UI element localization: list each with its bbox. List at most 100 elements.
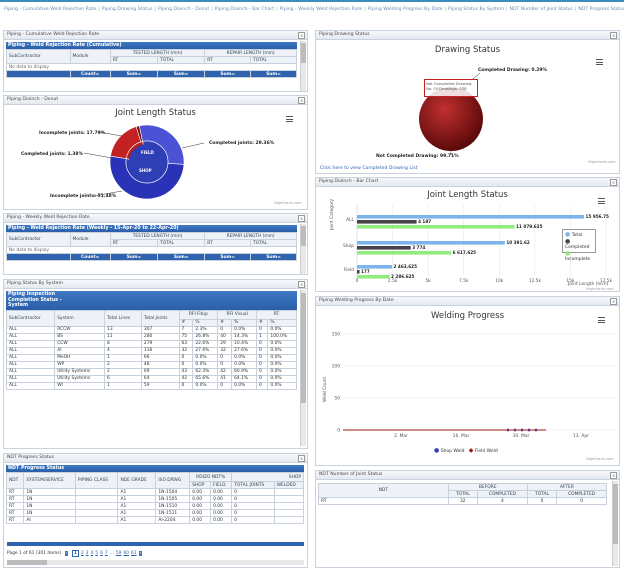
breadcrumb-link[interactable]: NDT Number of Joint Status bbox=[509, 7, 573, 12]
sub-col[interactable]: COMPLETED bbox=[477, 490, 528, 498]
col-module[interactable]: Module bbox=[69, 49, 111, 64]
table-row[interactable]: ALL BS 11 280 75 26.8% 40 14.3% 1 100.0% bbox=[5, 332, 297, 341]
breadcrumb-link[interactable]: NDT Progress Status bbox=[578, 7, 624, 12]
close-icon[interactable]: × bbox=[298, 455, 305, 462]
breadcrumb-link[interactable]: Piping Diainch - Donut bbox=[157, 7, 210, 12]
table-row[interactable]: RT 1N A1 1N-1505 0.00 0.00 0 bbox=[5, 495, 305, 503]
sub-col[interactable]: # bbox=[178, 318, 194, 327]
legend-item[interactable]: ● Total bbox=[565, 231, 583, 238]
close-icon[interactable]: × bbox=[610, 472, 617, 479]
pager-page[interactable]: 6 bbox=[100, 551, 103, 556]
legend-shop-weld[interactable]: Shop Weld bbox=[440, 449, 465, 454]
close-icon[interactable]: × bbox=[610, 32, 617, 39]
sub-col[interactable]: # bbox=[217, 318, 233, 327]
pager-page[interactable]: 1 bbox=[71, 550, 79, 557]
table-row[interactable]: RT 1N A1 1N-1511 0.00 0.00 0 bbox=[5, 509, 305, 517]
breadcrumb-link[interactable]: Piping DiaInch - Bar Chart bbox=[214, 7, 275, 12]
close-icon[interactable]: × bbox=[610, 298, 617, 305]
bar-total[interactable] bbox=[357, 215, 585, 219]
breadcrumb-link[interactable]: Piping - Weekly Weld Rejection Rate bbox=[279, 7, 363, 12]
bar-completed[interactable] bbox=[357, 270, 360, 274]
col-total[interactable]: TOTAL bbox=[157, 56, 206, 64]
bar-total[interactable] bbox=[357, 265, 393, 269]
col-module[interactable]: Module bbox=[69, 232, 111, 247]
col-total-joints[interactable]: Total Joints bbox=[140, 309, 180, 327]
col-rt[interactable]: RT bbox=[204, 56, 252, 64]
legend-item[interactable]: ● Incomplete bbox=[565, 250, 591, 262]
table-row[interactable]: ALL AI 4 116 32 27.6% 32 27.6% 0 0.0% bbox=[5, 346, 297, 355]
table-row[interactable]: ALL RCCW 13 307 7 2.3% 0 0.0% 0 0.0% bbox=[5, 325, 297, 334]
table-row[interactable]: ALL Utility Systems 6 64 42 65.6% 41 64.1% 0 0.0% bbox=[5, 374, 297, 383]
col-system-service[interactable]: SYSTEM/SERVICE bbox=[23, 472, 76, 489]
table-row[interactable]: RT 1N A1 1N-1510 0.00 0.00 0 bbox=[5, 502, 305, 510]
bar-incomplete[interactable] bbox=[357, 225, 515, 229]
shop-weld-point[interactable] bbox=[521, 429, 523, 431]
table-row[interactable]: RT 32 4 0 0 bbox=[318, 497, 607, 505]
pager-page[interactable]: 5 bbox=[95, 551, 99, 556]
bar-incomplete[interactable] bbox=[357, 275, 390, 279]
completed-drawing-list-link[interactable]: Click here to view Completed Drawing Lis… bbox=[320, 166, 418, 171]
chart-credit[interactable]: Highcharts.com bbox=[274, 201, 302, 205]
slice-not-completed[interactable] bbox=[419, 87, 483, 151]
close-icon[interactable]: × bbox=[298, 97, 305, 104]
table-row[interactable]: ALL WI 1 59 0 0.0% 0 0.0% 0 0.0% bbox=[5, 381, 297, 390]
legend-item[interactable]: ● Completed bbox=[565, 238, 590, 250]
breadcrumb-link[interactable]: Piping - Cumulative Weld Rejection Rate bbox=[4, 7, 97, 12]
hamburger-menu-icon[interactable] bbox=[286, 116, 293, 124]
pager-page[interactable]: 59 bbox=[115, 551, 122, 556]
scrollbar[interactable] bbox=[300, 41, 306, 91]
table-row[interactable]: ALL CCW 8 279 63 22.6% 29 10.4% 0 0.0% bbox=[5, 339, 297, 348]
sub-col[interactable]: TOTAL JOINTS bbox=[231, 481, 275, 489]
hamburger-menu-icon[interactable] bbox=[596, 59, 603, 67]
col-rt[interactable]: RT bbox=[109, 239, 159, 247]
bar-incomplete[interactable] bbox=[357, 251, 452, 255]
col-subcontractor[interactable]: SubContractor bbox=[6, 232, 71, 247]
horizontal-scrollbar[interactable] bbox=[7, 560, 304, 565]
pager-page[interactable]: 7 bbox=[104, 551, 108, 556]
shop-weld-point[interactable] bbox=[507, 429, 509, 431]
col-total-lines[interactable]: Total Lines bbox=[104, 309, 142, 327]
col-ndt[interactable]: NDT bbox=[5, 472, 25, 489]
close-icon[interactable]: × bbox=[298, 281, 305, 288]
col-subcontractor[interactable]: SubContractor bbox=[6, 49, 71, 64]
col-system[interactable]: System bbox=[54, 309, 106, 327]
sub-col[interactable]: COMPLETED bbox=[556, 490, 607, 498]
scrollbar[interactable] bbox=[612, 481, 618, 566]
shop-weld-point[interactable] bbox=[514, 429, 516, 431]
pager-page[interactable]: 60 bbox=[123, 551, 130, 556]
col-total[interactable]: TOTAL bbox=[157, 239, 206, 247]
table-row[interactable]: ALL MeOH 1 66 0 0.0% 0 0.0% 0 0.0% bbox=[5, 353, 297, 362]
sub-col[interactable]: % bbox=[192, 318, 219, 327]
breadcrumb-link[interactable]: Piping Status By System bbox=[447, 7, 504, 12]
col-piping-class[interactable]: PIPING CLASS bbox=[74, 472, 119, 489]
sub-col[interactable]: % bbox=[231, 318, 257, 327]
col-total[interactable]: TOTAL bbox=[250, 239, 297, 247]
close-icon[interactable]: × bbox=[298, 32, 305, 39]
scrollbar[interactable] bbox=[300, 224, 306, 274]
col-rt[interactable]: RT bbox=[109, 56, 159, 64]
breadcrumb-link[interactable]: Piping Welding Progress By Date bbox=[367, 7, 443, 12]
bar-total[interactable] bbox=[357, 241, 505, 245]
bar-completed[interactable] bbox=[357, 220, 417, 224]
chart-credit[interactable]: Highcharts.com bbox=[586, 287, 614, 291]
hamburger-menu-icon[interactable] bbox=[598, 317, 605, 325]
close-icon[interactable]: × bbox=[610, 179, 617, 186]
col-nde-grade[interactable]: NDE GRADE bbox=[117, 472, 157, 489]
table-row[interactable]: RT AI A1 AI-2204 0.00 0.00 0 bbox=[5, 516, 305, 524]
inner-shop-slice[interactable] bbox=[129, 144, 165, 180]
breadcrumb-link[interactable]: Piping Drawing Status bbox=[101, 7, 153, 12]
pager-next-icon[interactable]: › bbox=[138, 551, 143, 556]
sub-col[interactable]: TOTAL bbox=[447, 490, 479, 498]
sub-col[interactable]: % bbox=[267, 318, 297, 327]
pager-page[interactable]: 3 bbox=[85, 551, 89, 556]
col-ndt[interactable]: NDT bbox=[318, 483, 449, 498]
pager-prev-icon[interactable]: ‹ bbox=[64, 551, 69, 556]
pager-page[interactable]: 4 bbox=[90, 551, 94, 556]
col-total[interactable]: TOTAL bbox=[250, 56, 297, 64]
col-iso-drwg[interactable]: ISO DRWG bbox=[155, 472, 191, 489]
col-rt[interactable]: RT bbox=[204, 239, 252, 247]
table-row[interactable]: ALL WP 2 48 0 0.0% 0 0.0% 0 0.0% bbox=[5, 360, 297, 369]
sub-col[interactable]: FIELD bbox=[210, 481, 233, 489]
shop-weld-point[interactable] bbox=[535, 429, 537, 431]
bar-completed[interactable] bbox=[357, 246, 411, 250]
